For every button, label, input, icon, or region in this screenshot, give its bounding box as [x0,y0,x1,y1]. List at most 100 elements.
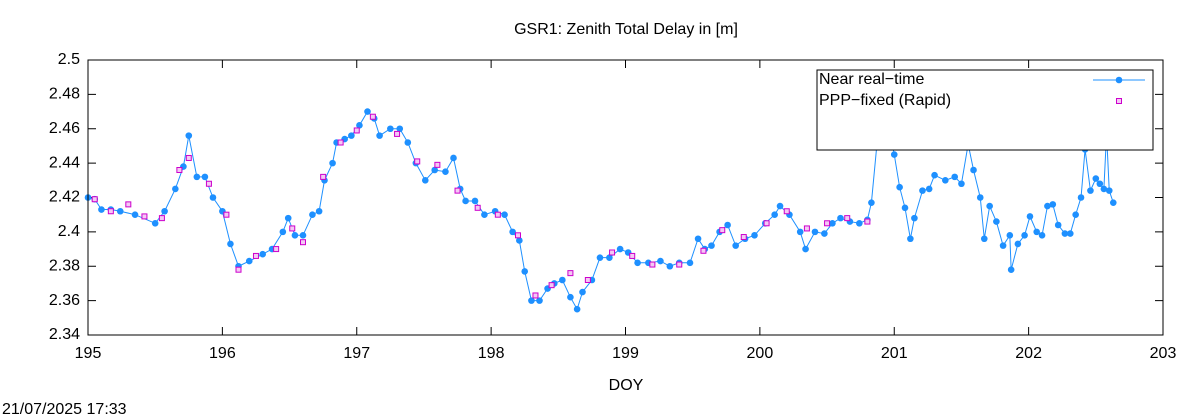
point [474,204,481,211]
point [376,132,383,139]
point [431,166,438,174]
point [284,214,292,222]
point [911,214,918,222]
point [369,113,376,120]
point [1007,266,1015,273]
x-tick-label: 201 [881,345,908,362]
point [364,108,371,115]
point [890,151,898,158]
point [471,197,479,205]
point [649,261,656,268]
x-tick-label: 200 [747,345,774,362]
point [1116,98,1122,104]
point [158,215,165,222]
point [824,220,831,227]
point [559,276,566,284]
point [686,259,694,267]
point [176,167,183,173]
x-tick-label: 195 [75,345,102,362]
y-tick-label: 2.4 [58,223,80,240]
point [732,242,739,249]
point [348,132,355,139]
point [454,187,461,194]
point [185,154,192,161]
point [951,173,959,181]
point [205,180,212,187]
point [536,297,543,304]
point [606,254,613,261]
point [868,199,875,206]
point [98,206,105,213]
x-tick-label: 196 [209,345,236,362]
point [700,247,707,254]
point [993,218,1000,225]
point [609,249,616,256]
point [629,252,636,259]
plot-frame [87,59,1164,336]
point [676,261,683,268]
point [91,196,98,203]
point [634,259,641,267]
point [907,235,914,243]
point [567,270,574,277]
point [356,122,363,129]
x-tick-label: 197 [343,345,370,362]
legend-box [816,69,1154,151]
point [442,168,449,176]
y-tick-label: 2.38 [49,257,80,274]
x-tick-label: 202 [1015,345,1042,362]
point [811,228,819,236]
point [1096,180,1104,188]
point [666,262,674,270]
point [1061,230,1069,237]
point [494,211,501,218]
point [740,234,747,241]
point [1033,228,1040,236]
point [516,237,523,244]
point [394,130,401,137]
legend-label: PPP−fixed (Rapid) [819,92,951,109]
point [353,127,360,134]
point [252,252,259,259]
point [201,173,209,181]
plot-area [84,108,1117,313]
y-tick-label: 2.42 [49,189,80,206]
point [986,202,993,210]
point [320,173,327,180]
point [942,177,949,184]
point [864,218,871,225]
timestamp: 21/07/2025 17:33 [2,401,127,418]
point [844,215,851,222]
point [548,282,555,289]
point [291,232,299,239]
point [901,204,909,212]
point [259,250,266,258]
point [141,213,148,220]
point [1077,194,1085,201]
point [931,171,938,179]
point [299,232,307,239]
point [751,232,758,239]
chart-title: GSR1: Zenith Total Delay in [m] [514,21,738,38]
point [315,207,323,215]
y-tick-label: 2.5 [58,51,80,68]
point [1100,185,1108,193]
point [1049,201,1057,208]
y-tick-label: 2.36 [49,292,80,309]
point [1092,175,1100,182]
point [1072,211,1079,218]
point [116,207,124,215]
point [579,288,586,296]
point [107,208,114,215]
point [421,177,429,184]
point [896,183,903,191]
point [151,219,159,227]
point [404,139,412,146]
point [919,187,926,194]
point [1115,76,1123,84]
point [1014,240,1022,248]
point [796,228,804,236]
point [450,154,457,162]
y-tick-label: 2.34 [49,326,80,343]
